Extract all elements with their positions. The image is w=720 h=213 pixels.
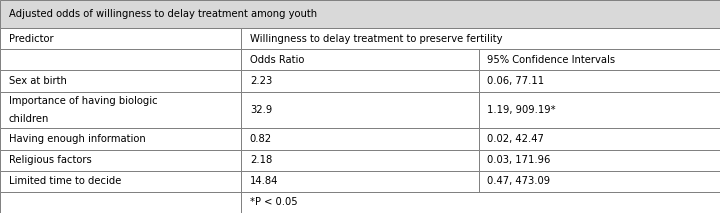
Text: 95% Confidence Intervals: 95% Confidence Intervals: [487, 55, 616, 65]
Text: children: children: [9, 114, 49, 124]
Bar: [479, 49, 720, 70]
Text: *P < 0.05: *P < 0.05: [250, 197, 297, 207]
Text: Adjusted odds of willingness to delay treatment among youth: Adjusted odds of willingness to delay tr…: [9, 9, 317, 19]
Bar: [479, 128, 720, 150]
Text: 1.19, 909.19*: 1.19, 909.19*: [487, 105, 556, 115]
Text: 2.18: 2.18: [250, 155, 272, 165]
Text: Having enough information: Having enough information: [9, 134, 145, 144]
Bar: [0, 171, 241, 192]
Bar: [241, 150, 479, 171]
Bar: [241, 128, 479, 150]
Bar: [479, 70, 720, 92]
Bar: [479, 150, 720, 171]
Text: 0.06, 77.11: 0.06, 77.11: [487, 76, 544, 86]
Text: 14.84: 14.84: [250, 176, 278, 186]
Text: 32.9: 32.9: [250, 105, 272, 115]
Bar: [241, 171, 479, 192]
Text: 0.03, 171.96: 0.03, 171.96: [487, 155, 551, 165]
Text: Odds Ratio: Odds Ratio: [250, 55, 305, 65]
Bar: [241, 70, 479, 92]
Text: Willingness to delay treatment to preserve fertility: Willingness to delay treatment to preser…: [250, 34, 503, 44]
Text: Importance of having biologic: Importance of having biologic: [9, 96, 157, 106]
Bar: [0, 70, 241, 92]
Bar: [241, 28, 720, 49]
Bar: [0, 49, 241, 70]
Bar: [479, 171, 720, 192]
Text: Religious factors: Religious factors: [9, 155, 91, 165]
Bar: [0, 92, 241, 128]
Bar: [0, 150, 241, 171]
Bar: [241, 49, 479, 70]
Text: Sex at birth: Sex at birth: [9, 76, 66, 86]
Bar: [479, 92, 720, 128]
Text: 0.02, 42.47: 0.02, 42.47: [487, 134, 544, 144]
Text: Predictor: Predictor: [9, 34, 53, 44]
Bar: [241, 192, 720, 213]
Bar: [0, 192, 241, 213]
Text: 0.47, 473.09: 0.47, 473.09: [487, 176, 551, 186]
Bar: [241, 92, 479, 128]
Text: Limited time to decide: Limited time to decide: [9, 176, 121, 186]
Text: 0.82: 0.82: [250, 134, 272, 144]
Text: 2.23: 2.23: [250, 76, 272, 86]
Bar: [0, 128, 241, 150]
Bar: [0, 28, 241, 49]
Bar: [0, 0, 720, 28]
